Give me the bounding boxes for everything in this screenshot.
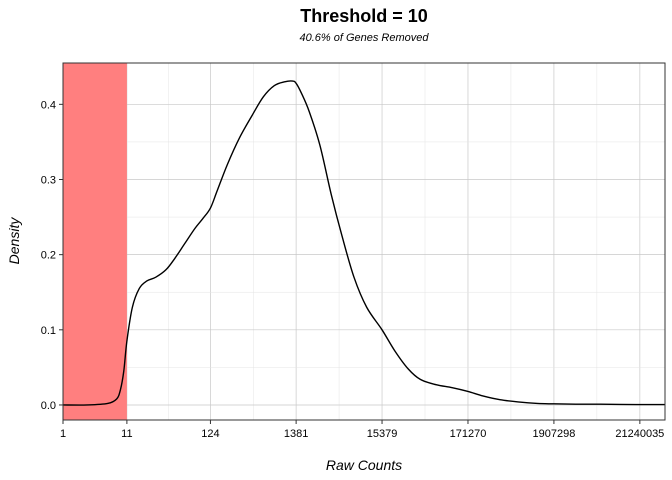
x-axis: 1 11 124 1381 15379 171270 1907298 21240035 — [60, 420, 664, 440]
x-tick-label: 1 — [60, 428, 66, 440]
y-axis-title: Density — [6, 217, 22, 265]
x-tick-label: 15379 — [367, 428, 398, 440]
x-axis-title: Raw Counts — [326, 457, 402, 473]
x-tick-label: 124 — [201, 428, 219, 440]
y-tick-label: 0.0 — [41, 400, 56, 412]
plot-border — [62, 62, 666, 421]
y-tick-label: 0.4 — [41, 99, 56, 111]
x-tick-label: 1907298 — [532, 428, 575, 440]
x-tick-label: 21240035 — [615, 428, 664, 440]
chart-subtitle: 40.6% of Genes Removed — [299, 32, 429, 44]
y-tick-label: 0.3 — [41, 174, 56, 186]
y-tick-label: 0.2 — [41, 250, 56, 262]
x-tick-label: 171270 — [450, 428, 487, 440]
chart-title: Threshold = 10 — [300, 6, 428, 26]
y-tick-label: 0.1 — [41, 325, 56, 337]
gridlines — [62, 63, 665, 420]
x-tick-label: 11 — [121, 428, 132, 440]
removed-region — [63, 63, 127, 420]
x-tick-label: 1381 — [284, 428, 308, 440]
y-axis: 0.0 0.1 0.2 0.3 0.4 — [41, 99, 63, 412]
density-line — [62, 80, 666, 406]
plot-panel — [63, 63, 665, 420]
